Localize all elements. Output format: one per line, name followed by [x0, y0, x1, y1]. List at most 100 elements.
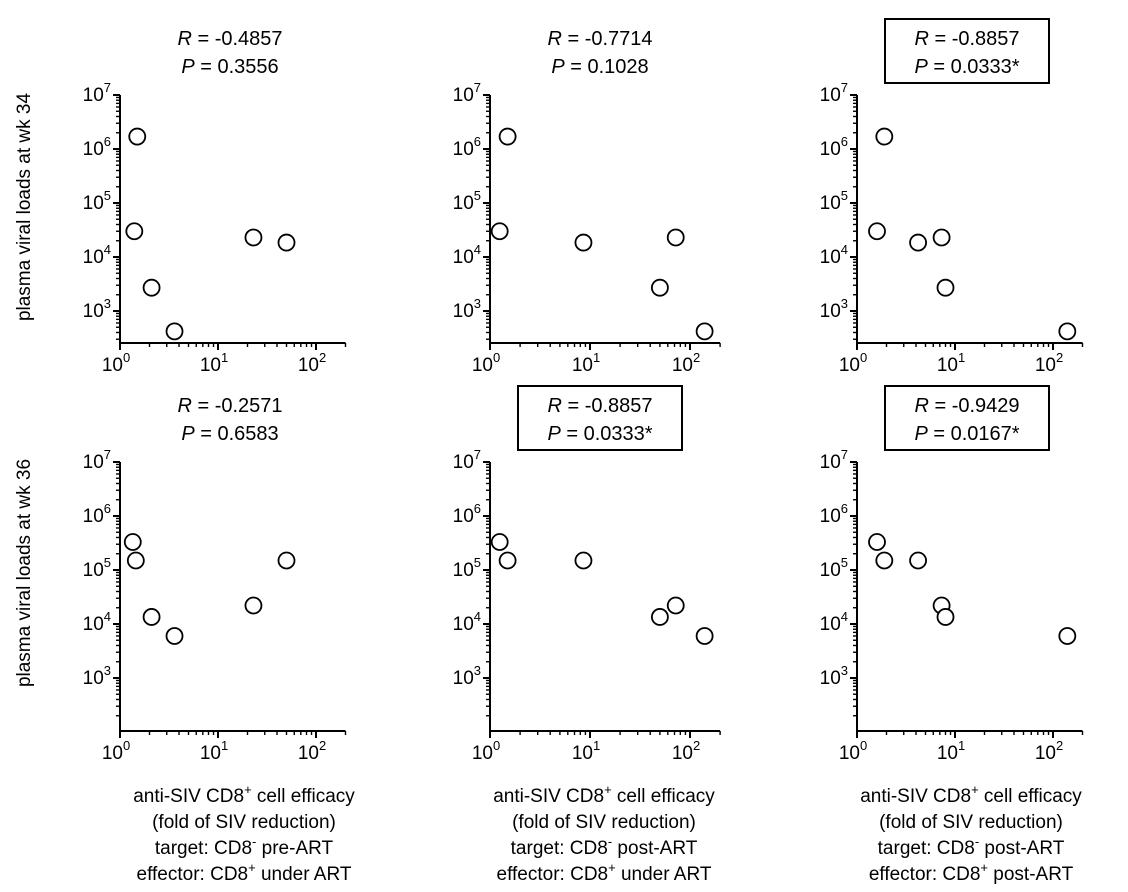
y-tick-label: 106 — [453, 501, 481, 527]
correlation-r-label: R = -0.4857 — [177, 28, 282, 50]
y-tick-label: 104 — [820, 242, 848, 268]
y-tick-label: 106 — [820, 501, 848, 527]
data-point — [909, 551, 927, 570]
correlation-r-label: R = -0.8857 — [547, 395, 652, 417]
data-point — [128, 127, 147, 146]
scatter-panel-0-0: 103 104 105 106 107 100 101 102 R = -0.4857 P = 0… — [83, 28, 347, 376]
p-value-label: P = 0.6583 — [181, 423, 278, 445]
significance-box — [517, 385, 683, 451]
y-tick-label: 104 — [453, 609, 481, 635]
data-point — [666, 596, 685, 615]
y-tick-label: 103 — [820, 663, 848, 689]
data-point — [574, 233, 593, 252]
y-tick-label: 103 — [820, 296, 848, 322]
data-point — [936, 608, 955, 626]
p-value-label: P = 0.0333* — [547, 423, 652, 445]
data-point — [142, 278, 161, 297]
correlation-r-label: R = -0.9429 — [914, 395, 1019, 417]
p-value-label: P = 0.3556 — [181, 56, 278, 78]
effector-label: effector: CD8+ under ART — [137, 860, 352, 885]
y-tick-label: 103 — [453, 296, 481, 322]
p-value-label: P = 0.0167* — [914, 423, 1019, 445]
panels: 103 104 105 106 107 100 101 102 R = -0.4857 P = 0… — [83, 18, 1084, 764]
y-tick-label: 105 — [820, 555, 848, 581]
x-axis-title-line1: anti-SIV CD8+ cell efficacy — [860, 782, 1082, 807]
target-label: target: CD8- post-ART — [511, 834, 698, 859]
data-point — [574, 551, 593, 570]
data-point — [125, 222, 144, 241]
p-value-label: P = 0.0333* — [914, 56, 1019, 78]
data-point — [123, 533, 142, 551]
x-axis-title-line2: (fold of SIV reduction) — [879, 812, 1063, 833]
x-tick-label: 100 — [839, 350, 867, 376]
x-tick-label: 101 — [572, 738, 600, 764]
x-tick-label: 102 — [672, 350, 700, 376]
scatter-panel-1-2: 103 104 105 106 107 100 101 102 R = -0.9429 P = 0… — [820, 385, 1084, 764]
y-tick-label: 105 — [820, 188, 848, 214]
y-tick-label: 106 — [83, 134, 111, 160]
x-tick-label: 102 — [1035, 738, 1063, 764]
row-label-wk36: plasma viral loads at wk 36 — [14, 459, 35, 687]
x-axis-title-line2: (fold of SIV reduction) — [512, 812, 696, 833]
y-tick-label: 106 — [820, 134, 848, 160]
data-point — [277, 233, 296, 252]
x-axis-title-line1: anti-SIV CD8+ cell efficacy — [133, 782, 355, 807]
y-tick-label: 105 — [453, 555, 481, 581]
data-point — [650, 278, 669, 297]
data-point — [666, 228, 685, 247]
data-point — [244, 596, 263, 615]
y-tick-label: 104 — [453, 242, 481, 268]
x-tick-label: 100 — [472, 738, 500, 764]
x-tick-label: 101 — [200, 738, 228, 764]
x-tick-label: 101 — [572, 350, 600, 376]
data-point — [277, 551, 296, 570]
y-tick-label: 107 — [83, 447, 111, 473]
y-tick-label: 104 — [820, 609, 848, 635]
y-tick-label: 104 — [83, 609, 111, 635]
data-point — [1058, 627, 1077, 645]
data-point — [650, 608, 669, 626]
p-value-label: P = 0.1028 — [551, 56, 648, 78]
data-point — [498, 127, 517, 146]
y-tick-label: 107 — [83, 80, 111, 106]
data-point — [126, 551, 145, 570]
row-label-wk34: plasma viral loads at wk 34 — [14, 93, 35, 322]
y-tick-label: 103 — [83, 663, 111, 689]
x-tick-label: 102 — [298, 350, 326, 376]
y-tick-label: 105 — [83, 188, 111, 214]
data-point — [165, 627, 184, 645]
scatter-panel-1-1: 103 104 105 106 107 100 101 102 R = -0.8857 P = 0… — [453, 385, 721, 764]
correlation-r-label: R = -0.2571 — [177, 395, 282, 417]
y-tick-label: 103 — [453, 663, 481, 689]
data-point — [868, 222, 886, 241]
x-tick-label: 100 — [102, 350, 130, 376]
data-point — [875, 127, 894, 146]
x-tick-label: 100 — [102, 738, 130, 764]
scatter-panel-1-0: 103 104 105 106 107 100 101 102 R = -0.2571 P = 0… — [83, 395, 347, 764]
y-tick-label: 106 — [83, 501, 111, 527]
effector-label: effector: CD8+ post-ART — [869, 860, 1074, 885]
x-tick-label: 102 — [298, 738, 326, 764]
y-tick-label: 104 — [83, 242, 111, 268]
x-axis-title-line1: anti-SIV CD8+ cell efficacy — [493, 782, 715, 807]
data-point — [695, 627, 714, 645]
target-label: target: CD8- post-ART — [878, 834, 1065, 859]
y-tick-label: 103 — [83, 296, 111, 322]
data-point — [695, 322, 714, 341]
x-tick-label: 102 — [672, 738, 700, 764]
significance-box — [884, 18, 1050, 84]
data-point — [1058, 322, 1077, 341]
effector-label: effector: CD8+ under ART — [497, 860, 712, 885]
y-tick-label: 105 — [453, 188, 481, 214]
data-point — [498, 551, 517, 570]
x-tick-label: 100 — [472, 350, 500, 376]
y-tick-label: 107 — [453, 447, 481, 473]
data-point — [909, 233, 927, 252]
y-tick-label: 107 — [820, 80, 848, 106]
x-tick-label: 101 — [200, 350, 228, 376]
correlation-r-label: R = -0.8857 — [914, 28, 1019, 50]
data-point — [165, 322, 184, 341]
y-tick-label: 106 — [453, 134, 481, 160]
data-point — [936, 278, 955, 297]
